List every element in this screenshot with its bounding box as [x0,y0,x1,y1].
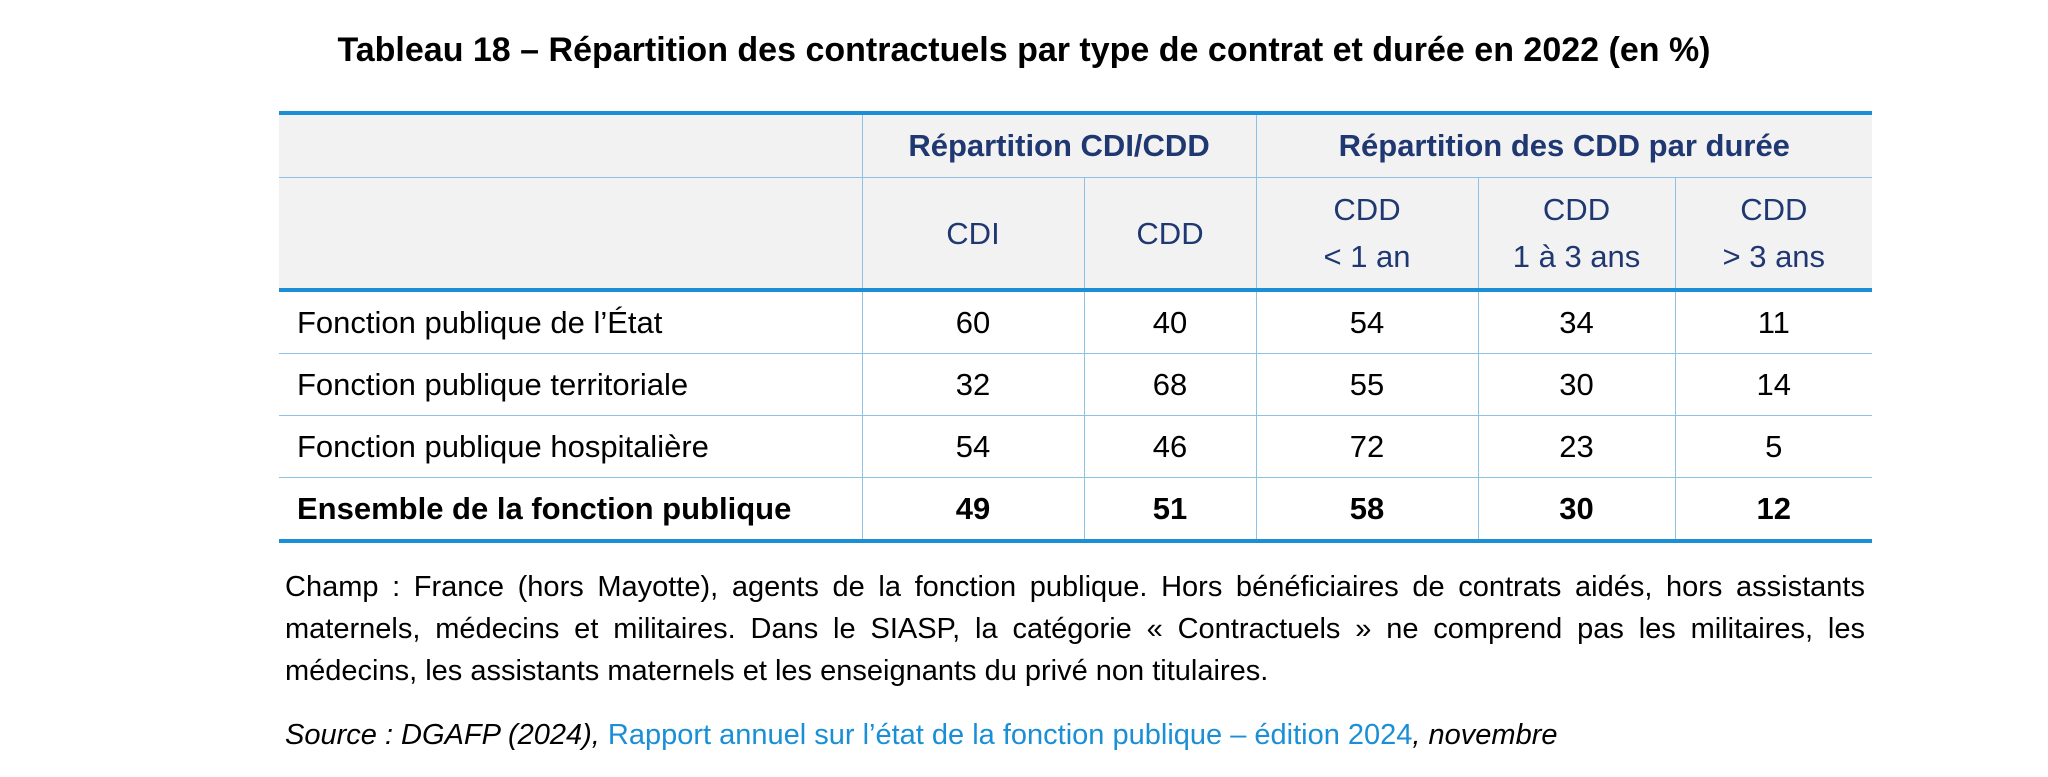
table-row: Fonction publique de l’État 60 40 54 34 … [279,289,1873,354]
column-header-row: CDI CDD CDD < 1 an CDD 1 à 3 ans CDD > 3… [279,177,1873,292]
table-cell: 54 [861,415,1085,478]
table-cell: 11 [1674,289,1873,354]
source-report-link[interactable]: Rapport annuel sur l’état de la fonction… [607,719,1413,751]
scope-note: Champ : France (hors Mayotte), agents de… [285,571,1865,687]
empty-header-cell [279,177,863,292]
column-header-line: CDD [1740,192,1808,227]
table-cell: 34 [1477,289,1676,354]
table-cell: 30 [1477,477,1676,543]
table-cell: 23 [1477,415,1676,478]
table-cell: 46 [1083,415,1257,478]
group-header-cdd-duree: Répartition des CDD par durée [1255,111,1873,178]
column-header-cdi: CDI [861,177,1085,292]
column-header-cdd: CDD [1083,177,1257,292]
table-cell: 60 [861,289,1085,354]
row-label: Fonction publique hospitalière [279,415,863,478]
row-label: Ensemble de la fonction publique [279,477,863,543]
table-cell: 49 [861,477,1085,543]
group-header-cdi-cdd: Répartition CDI/CDD [861,111,1257,178]
column-header-line: > 3 ans [1722,239,1826,274]
table-cell: 58 [1255,477,1479,543]
table-cell: 72 [1255,415,1479,478]
table-cell: 32 [861,353,1085,416]
source-prefix: Source : DGAFP (2024), [285,719,608,751]
group-header-row: Répartition CDI/CDD Répartition des CDD … [279,111,1873,178]
table-row: Fonction publique territoriale 32 68 55 … [279,353,1873,416]
source-suffix: , novembre [1412,719,1558,751]
column-header-cdd-moins-1-an: CDD < 1 an [1255,177,1479,292]
table-cell: 12 [1674,477,1873,543]
empty-corner-cell [279,111,863,178]
column-header-line: CDD [1333,192,1401,227]
column-header-line: CDI [946,215,1000,251]
table-cell: 5 [1674,415,1873,478]
table-cell: 54 [1255,289,1479,354]
total-row: Ensemble de la fonction publique 49 51 5… [279,477,1873,543]
column-header-line: < 1 an [1323,239,1411,274]
table-cell: 14 [1674,353,1873,416]
table-cell: 40 [1083,289,1257,354]
column-header-cdd-plus-3-ans: CDD > 3 ans [1674,177,1873,292]
table-cell: 68 [1083,353,1257,416]
source-note: Source : DGAFP (2024), Rapport annuel su… [285,714,1558,756]
column-header-cdd-1-3-ans: CDD 1 à 3 ans [1477,177,1676,292]
column-header-line: CDD [1136,215,1204,251]
row-label: Fonction publique territoriale [279,353,863,416]
table-cell: 51 [1083,477,1257,543]
table-cell: 55 [1255,353,1479,416]
table-cell: 30 [1477,353,1676,416]
column-header-line: CDD [1542,192,1611,227]
column-header-line: 1 à 3 ans [1512,239,1641,274]
table-row: Fonction publique hospitalière 54 46 72 … [279,415,1873,478]
table-title: Tableau 18 – Répartition des contractuel… [337,31,1711,69]
data-table: Répartition CDI/CDD Répartition des CDD … [279,111,1873,543]
row-label: Fonction publique de l’État [279,289,863,354]
